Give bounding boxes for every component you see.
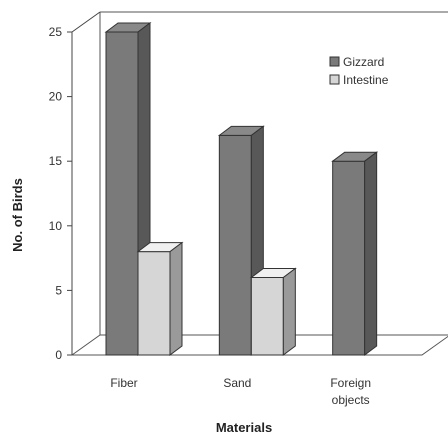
- y-tick-label: 10: [49, 219, 63, 233]
- bars: [104, 22, 379, 356]
- legend-swatch: [329, 56, 340, 67]
- y-tick-label: 0: [55, 348, 62, 362]
- bar-front: [250, 276, 284, 356]
- y-tick-label: 5: [55, 283, 62, 297]
- x-tick-label: Foreign objects: [330, 376, 371, 407]
- bar-gizzard-0: [104, 22, 152, 356]
- y-tick-label: 20: [49, 90, 63, 104]
- y-axis-top-edge: [71, 11, 101, 33]
- bar-intestine-0: [136, 241, 184, 356]
- x-tick-label: Sand: [223, 376, 251, 390]
- legend-label: Intestine: [343, 73, 389, 87]
- bar-front: [137, 251, 171, 356]
- bar-intestine-1: [249, 267, 297, 356]
- y-tick-label: 25: [49, 25, 63, 39]
- chart-frame: [70, 11, 448, 356]
- bar-front: [218, 134, 252, 356]
- y-axis-ticks: 0 5 10 15 20 25: [49, 25, 72, 362]
- floor-plane: [70, 334, 448, 356]
- x-axis-title: Materials: [216, 420, 272, 435]
- bar-front: [105, 31, 139, 356]
- bar-side: [364, 151, 378, 356]
- x-tick-label: Fiber: [110, 376, 137, 390]
- legend-swatch: [329, 74, 340, 85]
- legend: Gizzard Intestine: [329, 55, 389, 87]
- legend-label: Gizzard: [343, 55, 384, 69]
- bar-side: [169, 241, 183, 356]
- bar-side: [282, 267, 296, 356]
- bar-gizzard-1: [217, 125, 265, 356]
- x-axis-categories: Fiber Sand Foreign objects: [110, 376, 371, 407]
- y-axis-title: No. of Birds: [10, 178, 25, 252]
- y-tick-label: 15: [49, 154, 63, 168]
- bar-gizzard-2: [331, 151, 379, 356]
- bar-front: [332, 160, 366, 356]
